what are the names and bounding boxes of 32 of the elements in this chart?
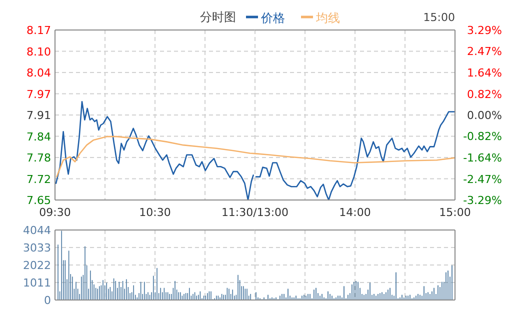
x-tick-label: 14:00	[339, 206, 371, 219]
y-tick-label: 7.97	[26, 88, 51, 101]
text: 2.47%	[467, 45, 502, 58]
y-tick-label: 4044	[23, 224, 51, 237]
y-tick-label: 7.91	[26, 109, 51, 122]
text: 15:00	[423, 11, 455, 24]
legend-label: 均线	[315, 11, 340, 25]
y-tick-label: 0	[44, 294, 51, 307]
y-tick-label: 7.84	[26, 130, 51, 144]
y-tick-label: 8.10	[26, 45, 51, 58]
text: 1.64%	[467, 66, 502, 80]
y-tick-label: 7.65	[26, 194, 51, 207]
text: -3.29%	[463, 194, 502, 207]
chart-title: 分时图	[200, 10, 236, 24]
text: -1.64%	[463, 151, 502, 164]
x-tick-label: 15:00	[439, 206, 471, 219]
text: -2.47%	[463, 172, 502, 186]
text: 0.00%	[467, 109, 502, 122]
x-tick-label: 10:30	[139, 206, 171, 219]
y-tick-label: 3033	[23, 242, 51, 254]
text: -0.82%	[463, 130, 502, 144]
text: 0.82%	[467, 88, 502, 101]
legend-label: 价格	[260, 11, 285, 25]
y-tick-label: 7.78	[26, 152, 51, 164]
y-tick-label: 7.72	[26, 172, 51, 186]
y-tick-label: 8.04	[26, 66, 51, 80]
y-tick-label: 1011	[23, 276, 51, 290]
text: 3.29%	[467, 24, 502, 37]
y-tick-label: 8.17	[26, 24, 51, 37]
x-tick-label: 11:30/13:00	[221, 206, 289, 219]
x-tick-label: 09:30	[39, 206, 71, 219]
y-tick-label: 2022	[23, 259, 51, 272]
